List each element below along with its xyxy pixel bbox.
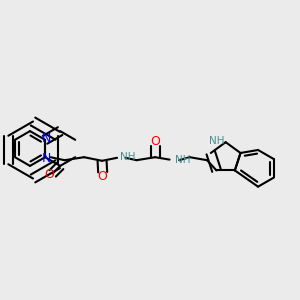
Text: NH: NH — [175, 155, 190, 165]
Text: NH: NH — [120, 152, 136, 162]
Text: O: O — [98, 170, 108, 183]
Text: N: N — [42, 152, 51, 165]
Text: N: N — [42, 132, 51, 145]
Text: O: O — [150, 135, 160, 148]
Text: NH: NH — [209, 136, 224, 146]
Text: O: O — [44, 168, 54, 182]
